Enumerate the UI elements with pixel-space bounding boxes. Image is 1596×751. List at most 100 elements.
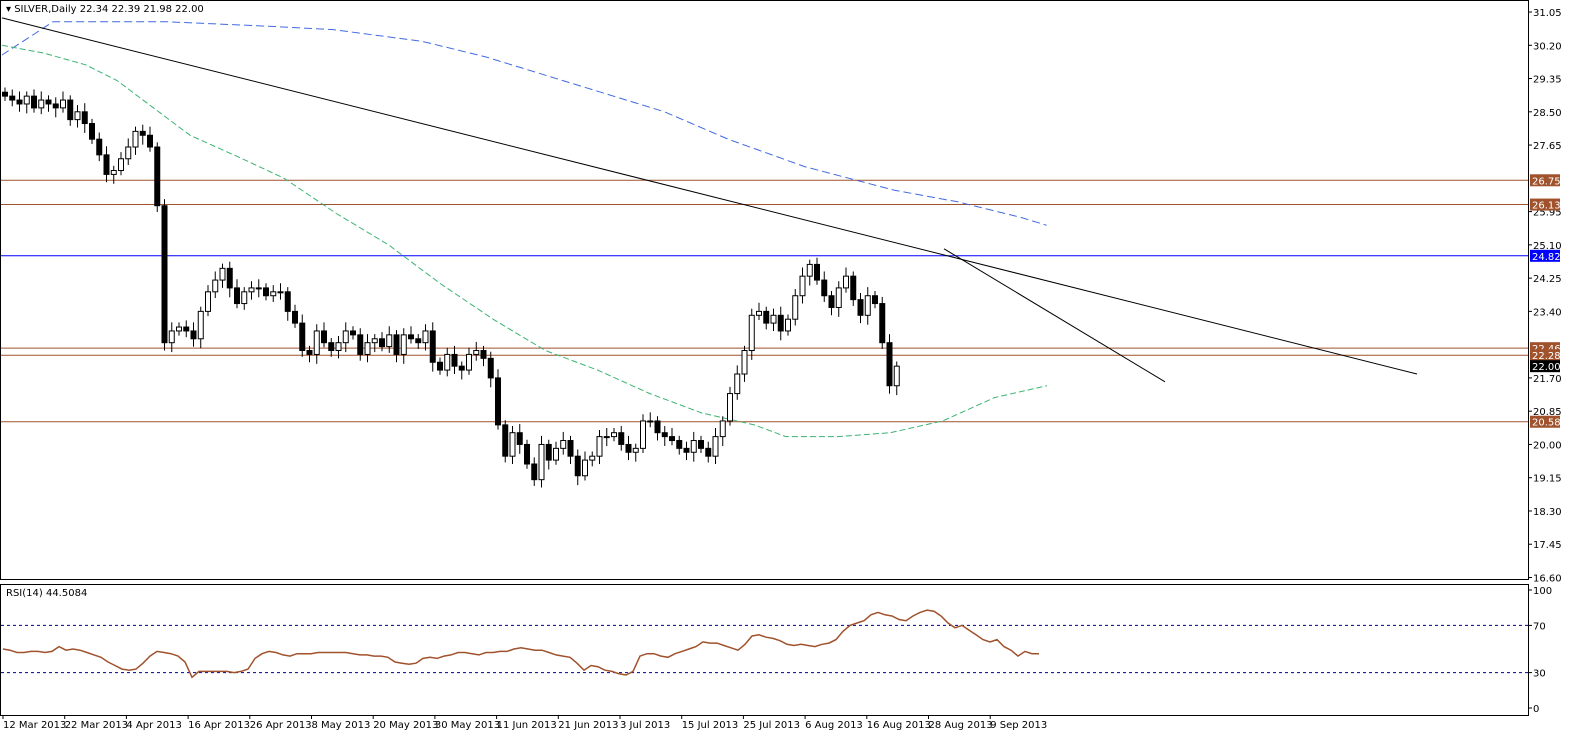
candle-body bbox=[132, 130, 139, 148]
candle-body bbox=[632, 447, 639, 453]
level-price-label: 20.58 bbox=[1532, 418, 1561, 429]
candle-body bbox=[553, 447, 559, 461]
candle-body bbox=[393, 334, 400, 355]
candle-body bbox=[219, 267, 226, 281]
date-axis-label: 6 Aug 2013 bbox=[805, 720, 863, 731]
candle-body bbox=[89, 123, 95, 140]
candle-body bbox=[81, 111, 88, 125]
candle-body bbox=[357, 334, 364, 355]
candle-body bbox=[785, 318, 791, 332]
candle-body bbox=[690, 440, 697, 453]
candle-body bbox=[603, 436, 610, 439]
candle-body bbox=[466, 353, 472, 371]
candle-body bbox=[589, 455, 596, 461]
rsi-line bbox=[2, 609, 1039, 679]
candle-body bbox=[661, 432, 668, 438]
candle-body bbox=[886, 342, 893, 387]
price-axis-label: 25.95 bbox=[1533, 208, 1562, 219]
level-price-label: 22.28 bbox=[1532, 351, 1561, 362]
candle-body bbox=[582, 459, 588, 477]
candle-body bbox=[719, 420, 726, 438]
candle-body bbox=[306, 350, 313, 355]
candle-body bbox=[574, 455, 581, 477]
candle-body bbox=[683, 447, 690, 453]
candle-body bbox=[640, 420, 646, 449]
price-axis-label: 17.45 bbox=[1533, 540, 1562, 551]
date-axis-label: 4 Apr 2013 bbox=[126, 720, 181, 731]
candle-body bbox=[748, 314, 755, 352]
candle-body bbox=[429, 330, 436, 363]
candle-body bbox=[567, 440, 574, 457]
date-axis-label: 26 Apr 2013 bbox=[250, 720, 312, 731]
candle-body bbox=[38, 99, 45, 109]
candle-body bbox=[473, 350, 480, 355]
rsi-axis-label: 0 bbox=[1533, 704, 1539, 715]
candle-body bbox=[596, 436, 603, 457]
price-panel-frame bbox=[0, 0, 1529, 580]
candle-body bbox=[625, 443, 632, 453]
candle-body bbox=[516, 432, 523, 445]
candle-body bbox=[545, 443, 552, 461]
date-axis-label: 22 Mar 2013 bbox=[65, 720, 128, 731]
candle-body bbox=[669, 436, 675, 442]
candle-body bbox=[676, 440, 683, 449]
date-axis-label: 28 Aug 2013 bbox=[929, 720, 993, 731]
candle-body bbox=[350, 330, 356, 336]
candle-body bbox=[444, 353, 451, 371]
level-price-label-bg bbox=[1530, 198, 1560, 211]
candle-body bbox=[241, 291, 248, 305]
candle-body bbox=[176, 326, 182, 332]
candle-body bbox=[828, 295, 835, 308]
candle-body bbox=[756, 310, 762, 316]
trendline-long bbox=[1, 17, 1418, 375]
candle-body bbox=[103, 154, 110, 175]
candle-body bbox=[234, 287, 240, 305]
candle-body bbox=[154, 146, 161, 207]
rsi-axis-label: 30 bbox=[1533, 669, 1546, 680]
candle-body bbox=[654, 420, 661, 434]
candle-body bbox=[647, 420, 654, 423]
level-price-label-bg bbox=[1530, 249, 1560, 262]
candle-body bbox=[400, 334, 407, 355]
candle-body bbox=[168, 330, 175, 344]
candle-body bbox=[487, 357, 494, 379]
candle-body bbox=[502, 424, 509, 457]
candle-body bbox=[857, 299, 864, 316]
candle-body bbox=[821, 279, 828, 297]
date-axis-label: 30 May 2013 bbox=[435, 720, 500, 731]
level-price-label: 26.75 bbox=[1532, 176, 1561, 187]
candle-body bbox=[770, 314, 777, 324]
candle-body bbox=[45, 99, 52, 105]
level-price-label-bg bbox=[1530, 349, 1560, 362]
candle-body bbox=[806, 263, 813, 277]
candle-body bbox=[328, 342, 335, 352]
candle-body bbox=[727, 393, 733, 422]
current-price-label: 22.00 bbox=[1532, 362, 1561, 373]
price-axis-label: 18.30 bbox=[1533, 507, 1562, 518]
price-axis-label: 31.05 bbox=[1533, 8, 1562, 19]
candle-body bbox=[611, 432, 617, 438]
candle-body bbox=[451, 353, 458, 367]
candle-body bbox=[371, 338, 378, 344]
date-axis-label: 21 Jun 2013 bbox=[558, 720, 618, 731]
candle-body bbox=[16, 99, 23, 105]
candle-body bbox=[480, 350, 487, 359]
candle-body bbox=[415, 338, 422, 344]
candle-body bbox=[197, 310, 204, 340]
candle-body bbox=[618, 432, 625, 445]
price-axis-label: 21.70 bbox=[1533, 374, 1562, 385]
candle-body bbox=[205, 291, 211, 312]
price-axis-label: 30.20 bbox=[1533, 41, 1562, 52]
ma-slow-line bbox=[1, 21, 1047, 226]
candle-body bbox=[255, 287, 262, 290]
candle-body bbox=[458, 365, 465, 371]
level-price-label: 26.13 bbox=[1532, 201, 1561, 212]
candle-body bbox=[835, 287, 842, 308]
level-price-label-bg bbox=[1530, 174, 1560, 187]
candle-body bbox=[321, 330, 327, 344]
level-price-label: 24.82 bbox=[1532, 252, 1561, 263]
candle-body bbox=[879, 303, 886, 344]
candle-body bbox=[531, 463, 538, 481]
date-axis-label: 9 Sep 2013 bbox=[990, 720, 1047, 731]
